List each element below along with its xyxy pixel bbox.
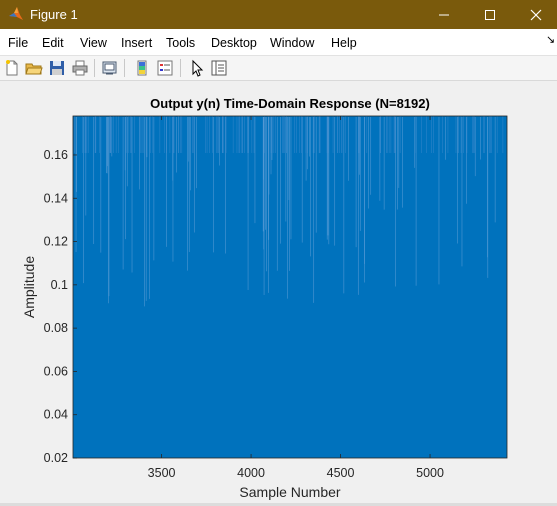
y-axis-ticks: 0.02 0.04 0.06 0.08 0.1 0.12 0.14 0.16	[44, 148, 77, 465]
x-tick-label: 5000	[416, 466, 444, 480]
edit-plot-icon[interactable]	[188, 59, 206, 77]
toolbar	[0, 56, 557, 81]
minimize-button[interactable]	[421, 0, 467, 29]
menu-desktop[interactable]: Desktop	[211, 36, 257, 50]
close-icon	[530, 9, 542, 20]
chart-title: Output y(n) Time-Domain Response (N=8192…	[150, 96, 430, 111]
menu-bar: File Edit View Insert Tools Desktop Wind…	[0, 29, 557, 56]
toolbar-separator	[94, 59, 95, 77]
menu-view[interactable]: View	[80, 36, 107, 50]
maximize-button[interactable]	[467, 0, 513, 29]
x-axis-ticks: 3500 4000 4500 5000	[148, 116, 444, 480]
y-tick-label: 0.04	[44, 408, 68, 422]
menu-insert[interactable]: Insert	[121, 36, 153, 50]
insert-colorbar-icon[interactable]	[133, 59, 151, 77]
minimize-icon	[439, 14, 449, 15]
link-plot-icon[interactable]	[101, 59, 119, 77]
y-tick-label: 0.12	[44, 235, 68, 249]
property-inspector-icon[interactable]	[210, 59, 228, 77]
toolbar-separator	[124, 59, 125, 77]
close-button[interactable]	[513, 0, 557, 29]
save-icon[interactable]	[48, 59, 66, 77]
y-tick-label: 0.16	[44, 148, 68, 162]
menu-window[interactable]: Window	[270, 36, 315, 50]
maximize-icon	[485, 9, 495, 20]
print-icon[interactable]	[71, 59, 89, 77]
x-tick-label: 4000	[237, 466, 265, 480]
title-bar: Figure 1	[0, 0, 557, 29]
toolbar-separator	[180, 59, 181, 77]
y-tick-label: 0.08	[44, 321, 68, 335]
plot-canvas: Output y(n) Time-Domain Response (N=8192…	[21, 96, 508, 500]
y-tick-label: 0.02	[44, 451, 68, 465]
x-tick-label: 4500	[327, 466, 355, 480]
insert-legend-icon[interactable]	[156, 59, 174, 77]
x-tick-label: 3500	[148, 466, 176, 480]
y-tick-label: 0.06	[44, 364, 68, 378]
matlab-logo-icon	[9, 7, 23, 20]
data-layer	[72, 116, 507, 458]
window-bottom-edge	[0, 503, 557, 506]
x-axis-label: Sample Number	[239, 484, 340, 500]
axes-box	[72, 115, 508, 459]
signal-area	[73, 116, 507, 458]
open-file-icon[interactable]	[25, 59, 43, 77]
menu-file[interactable]: File	[8, 36, 29, 50]
window-title: Figure 1	[30, 7, 78, 22]
menu-tools[interactable]: Tools	[166, 36, 196, 50]
dock-arrow-icon[interactable]: ↘	[546, 34, 556, 46]
menu-edit[interactable]: Edit	[42, 36, 64, 50]
y-tick-label: 0.14	[44, 191, 68, 205]
new-figure-icon[interactable]	[3, 59, 21, 77]
y-tick-label: 0.1	[51, 278, 68, 292]
y-axis-label: Amplitude	[21, 256, 37, 318]
menu-help[interactable]: Help	[331, 36, 357, 50]
figure-area: Output y(n) Time-Domain Response (N=8192…	[0, 81, 557, 506]
